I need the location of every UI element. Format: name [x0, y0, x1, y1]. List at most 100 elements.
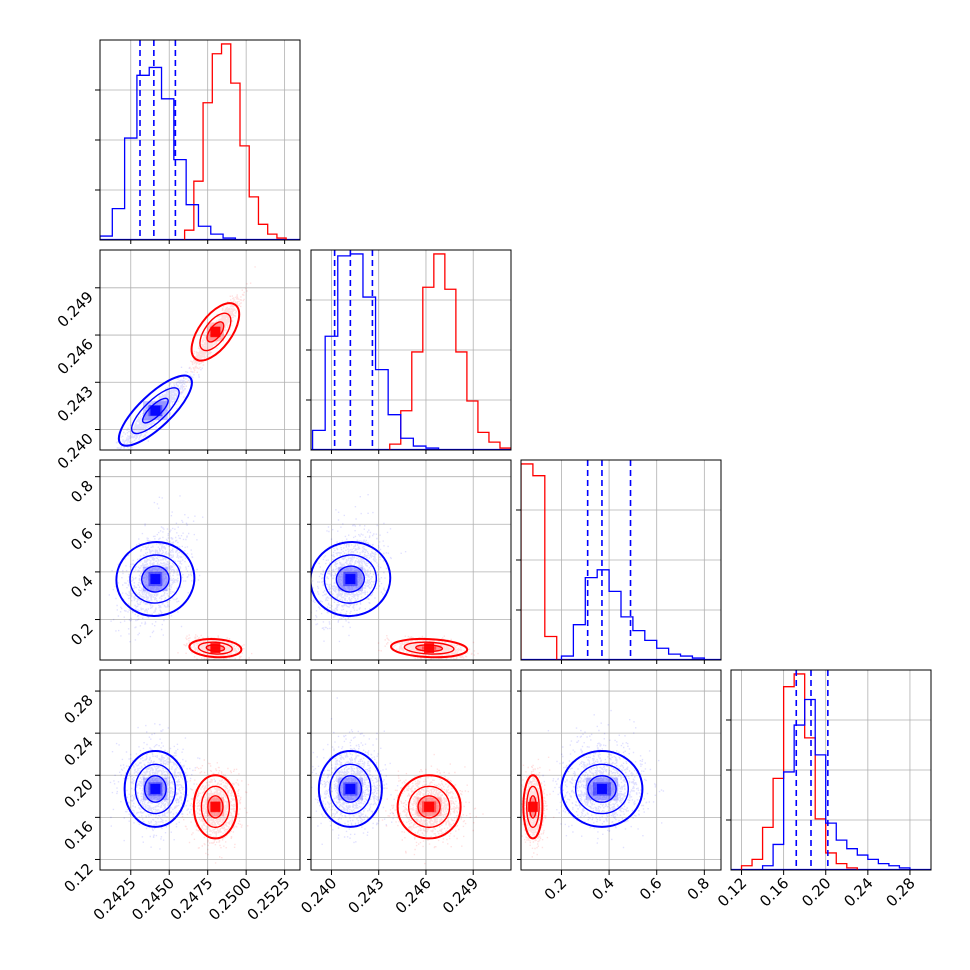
red-histogram	[521, 463, 569, 660]
panel-3-2: 0.2 0.4 0.6 0.8	[517, 669, 722, 904]
blue-scatter-points	[108, 495, 204, 643]
y-tick-label: 0.28	[60, 691, 96, 727]
red-contour	[396, 774, 462, 840]
x-tick-label: 0.16	[756, 874, 792, 910]
y-tick-label: 0.249	[54, 288, 97, 331]
x-tick-label: 0.24	[840, 874, 876, 910]
y-tick-label: 0.4	[67, 572, 97, 602]
blue-histogram	[549, 569, 705, 660]
red-density-peak	[527, 801, 538, 812]
panel-frame	[520, 669, 722, 871]
x-tick-label: 0.2	[541, 874, 571, 904]
blue-contour	[574, 763, 629, 815]
blue-density-peak	[345, 574, 356, 585]
blue-contour	[123, 750, 188, 828]
blue-histogram	[311, 253, 440, 450]
red-contour	[407, 785, 451, 829]
panel-frame	[310, 459, 512, 661]
blue-histogram	[752, 698, 911, 870]
blue-contour	[141, 397, 169, 424]
red-density-peak	[424, 801, 435, 812]
y-tick-label: 0.12	[60, 860, 96, 896]
x-tick-label: 0.2525	[244, 874, 294, 924]
red-histogram	[389, 253, 511, 450]
x-tick-label: 0.12	[714, 874, 750, 910]
red-contour	[205, 644, 226, 652]
y-tick-label: 0.246	[54, 335, 97, 378]
red-contour	[528, 795, 537, 819]
blue-contour	[141, 565, 170, 593]
panel-3-3: 0.12 0.16 0.20 0.24 0.28	[714, 669, 932, 910]
panel-frame	[310, 669, 512, 871]
panel-3-1: 0.240 0.243 0.246 0.249	[297, 669, 512, 917]
blue-contour	[560, 750, 644, 828]
red-contour	[207, 795, 224, 819]
red-contour	[390, 637, 469, 659]
panel-2-0: 0.2 0.4 0.6 0.8	[67, 459, 301, 664]
blue-scatter-points	[115, 358, 203, 450]
blue-scatter-points	[311, 697, 399, 845]
y-tick-label: 0.16	[60, 817, 96, 853]
blue-density-peak	[150, 574, 161, 585]
x-tick-label: 0.243	[344, 874, 387, 917]
y-tick-label: 0.24	[60, 733, 96, 769]
panel-1-1	[306, 249, 512, 454]
blue-contour	[335, 565, 366, 593]
blue-density-peak	[345, 783, 356, 794]
blue-contour	[129, 554, 182, 604]
red-density-peak	[210, 643, 221, 654]
y-tick-label: 0.8	[67, 477, 97, 507]
red-contour	[415, 644, 444, 652]
y-tick-label: 0.20	[60, 775, 96, 811]
blue-density-peak	[596, 783, 607, 794]
x-tick-label: 0.6	[636, 874, 666, 904]
blue-contour	[329, 763, 372, 815]
red-density-peak	[210, 326, 221, 337]
red-contour	[417, 795, 441, 819]
x-tick-label: 0.240	[297, 874, 340, 917]
blue-contour	[117, 374, 193, 447]
red-contour	[190, 302, 241, 362]
red-contour	[403, 641, 455, 655]
panel-frame	[99, 669, 301, 871]
panel-3-0: 0.24250.24500.24750.25000.25250.120.160.…	[60, 669, 301, 924]
x-tick-label: 0.20	[798, 874, 834, 910]
red-histogram	[740, 673, 858, 870]
blue-contour	[130, 387, 180, 435]
red-histogram	[183, 43, 287, 240]
red-contour	[188, 637, 243, 659]
x-tick-label: 0.249	[439, 874, 482, 917]
x-tick-label: 0.28	[882, 874, 918, 910]
panel-frame	[99, 249, 301, 451]
panel-frame	[99, 459, 301, 661]
red-contour	[526, 785, 540, 829]
blue-density-peak	[150, 783, 161, 794]
panel-0-0	[95, 39, 301, 244]
blue-contour	[323, 554, 377, 604]
blue-contour	[143, 774, 167, 803]
red-contour	[199, 312, 232, 352]
x-tick-label: 0.8	[684, 874, 714, 904]
blue-scatter-points	[530, 709, 665, 849]
x-tick-label: 0.246	[392, 874, 435, 917]
y-tick-label: 0.240	[54, 430, 97, 473]
red-scatter-points	[172, 759, 250, 864]
red-density-peak	[210, 801, 221, 812]
y-tick-label: 0.243	[54, 382, 97, 425]
panel-2-1	[307, 459, 512, 664]
red-contour	[192, 774, 238, 840]
blue-density-peak	[150, 405, 161, 416]
red-contour	[197, 641, 233, 655]
blue-contour	[115, 541, 196, 617]
panel-2-2	[516, 459, 722, 664]
blue-histogram	[100, 66, 237, 240]
red-contour	[206, 321, 225, 343]
blue-contour	[338, 774, 363, 803]
y-tick-label: 0.6	[67, 524, 97, 554]
blue-contour	[587, 774, 617, 803]
blue-contour	[317, 750, 383, 828]
red-contour	[522, 774, 544, 840]
blue-scatter-points	[109, 723, 216, 850]
